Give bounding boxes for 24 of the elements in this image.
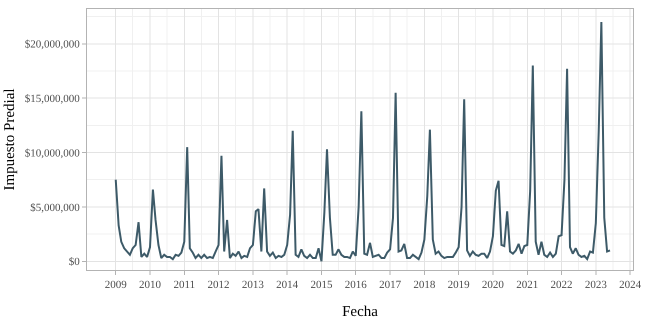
x-tick-label: 2014	[276, 279, 299, 292]
x-tick-label: 2012	[208, 279, 230, 292]
y-axis-title: Impuesto Predial	[2, 88, 18, 191]
y-tick-label: $20,000,000	[24, 38, 80, 51]
x-axis-title: Fecha	[342, 304, 378, 320]
x-tick-label: 2013	[242, 279, 264, 292]
x-tick-label: 2020	[482, 279, 504, 292]
x-tick-label: 2009	[104, 279, 128, 292]
line-series	[114, 21, 611, 262]
y-tick-label: $5,000,000	[30, 202, 80, 214]
x-tick-label: 2021	[516, 279, 538, 292]
y-tick-label: $0	[68, 256, 80, 268]
x-tick-label: 2018	[413, 279, 436, 292]
x-tick-label: 2010	[139, 279, 162, 292]
x-tick-label: 2023	[584, 279, 608, 292]
y-tick-label: $10,000,000	[24, 147, 80, 160]
x-tick-label: 2024	[619, 279, 642, 292]
x-tick-label: 2017	[379, 279, 402, 292]
x-tick-label: 2011	[173, 279, 196, 292]
x-tick-label: 2022	[550, 279, 573, 292]
y-tick-label: $15,000,000	[24, 93, 80, 106]
x-tick-label: 2015	[310, 279, 333, 292]
x-tick-label: 2016	[344, 279, 368, 292]
x-tick-label: 2019	[448, 279, 470, 292]
